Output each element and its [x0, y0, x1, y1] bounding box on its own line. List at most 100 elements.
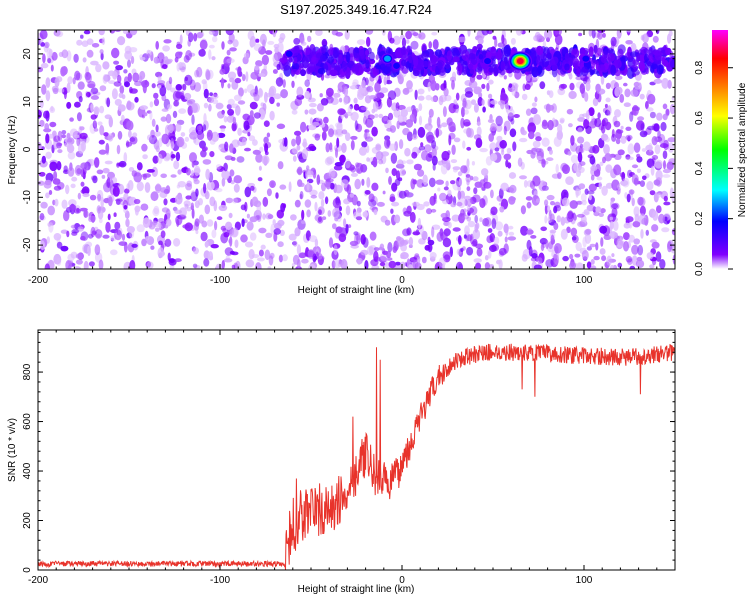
spectrogram-cell — [473, 86, 482, 95]
spectrogram-cell — [160, 230, 166, 239]
spectrogram-cell — [366, 145, 370, 154]
spectrogram-cell — [354, 178, 362, 190]
spectrogram-cell — [221, 169, 230, 180]
spectrogram-cell — [424, 144, 432, 153]
spectrogram-cell — [50, 64, 54, 72]
spectrogram-cell — [99, 105, 105, 114]
spectrogram-cell — [633, 238, 640, 245]
spectrogram-cell — [328, 168, 336, 179]
spectrogram-cell — [645, 229, 649, 236]
spectrogram-cell — [513, 114, 520, 118]
spectrogram-cell — [473, 103, 479, 113]
spectrogram-cell — [391, 168, 398, 177]
spectrogram-cell — [378, 159, 384, 165]
spectrogram-cell — [258, 227, 267, 234]
spectrogram-cell — [441, 263, 446, 269]
spectrogram-cell — [236, 156, 245, 163]
spectrogram-cell — [291, 263, 295, 267]
spectrogram-cell — [482, 106, 486, 113]
spectrogram-cell — [596, 176, 603, 181]
spectrogram-signal-cell — [597, 64, 606, 72]
spectrogram-cell — [343, 198, 351, 205]
spectrogram-cell — [402, 87, 410, 95]
spectrogram-cell — [57, 149, 63, 154]
spectrogram-cell — [505, 225, 509, 237]
spectrogram-cell — [296, 86, 304, 98]
spectrogram-cell — [448, 121, 456, 133]
spectrogram-signal-cell — [413, 55, 419, 67]
spectrogram-cell — [158, 137, 163, 148]
spectrogram-cell — [633, 81, 640, 87]
spectrogram-cell — [309, 189, 318, 196]
spectrogram-cell — [253, 112, 261, 119]
spectrogram-cell — [208, 103, 212, 112]
spectrogram-cell — [350, 135, 358, 140]
spectrogram-cell — [484, 255, 489, 261]
spectrogram-cell — [102, 61, 110, 70]
spectrogram-cell — [331, 260, 336, 269]
spectrogram-cell — [183, 92, 192, 100]
spectrogram-cell — [257, 73, 266, 77]
spectrogram-cell — [637, 244, 644, 256]
spectrogram-cell — [472, 238, 478, 247]
spectrogram-cell — [601, 185, 608, 196]
spectrogram-cell — [475, 262, 482, 269]
spectrogram-cell — [639, 180, 646, 188]
spectrogram-cell — [639, 130, 648, 138]
spectrogram-signal-cell — [329, 69, 338, 77]
spectrogram-cell — [67, 166, 75, 177]
spectrogram-cell — [409, 211, 416, 223]
spectrogram-cell — [242, 113, 250, 121]
spectrogram-cell — [39, 30, 48, 40]
spectrogram-cell — [546, 157, 554, 162]
spectrogram-cell — [104, 160, 113, 165]
spectrogram-signal-cell — [656, 64, 664, 75]
spectrogram-cell — [430, 79, 437, 92]
spectrogram-cell — [345, 223, 349, 234]
spectrogram-cell — [364, 129, 370, 134]
spectrogram-cell — [337, 81, 346, 93]
spectrogram-cell — [349, 193, 355, 198]
spectrogram-cell — [111, 88, 118, 100]
spectrogram-cell — [155, 227, 160, 232]
spectrogram-cell — [198, 49, 206, 57]
spectrogram-cell — [131, 243, 138, 248]
spectrogram-cell — [80, 181, 85, 187]
spectrogram-cell — [272, 69, 278, 74]
spectrogram-cell — [561, 197, 570, 207]
spectrogram-cell — [541, 137, 550, 147]
spectrogram-cell — [277, 241, 284, 248]
spectrogram-cell — [211, 131, 220, 142]
spectrogram-cell — [352, 79, 359, 86]
spectrogram-cell — [435, 179, 444, 185]
spectrogram-cell — [53, 253, 62, 265]
spectrogram-cell — [76, 137, 81, 147]
spectrogram-y-label: Frequency (Hz) — [7, 116, 18, 185]
spectrogram-cell — [205, 70, 211, 81]
spectrogram-cell — [231, 197, 238, 204]
spectrogram-cell — [638, 197, 646, 207]
spectrogram-cell — [350, 172, 358, 177]
spectrogram-cell — [366, 36, 371, 48]
spectrogram-cell — [490, 122, 497, 132]
spectrogram-cell — [294, 130, 302, 136]
spectrogram-cell — [220, 128, 225, 132]
spectrogram-cell — [662, 174, 671, 178]
spectrogram-cell — [301, 148, 309, 160]
spectrogram-cell — [267, 266, 272, 269]
spectrogram-cell — [357, 168, 361, 173]
spectrogram-cell — [125, 218, 130, 228]
spectrogram-cell — [431, 226, 435, 238]
spectrogram-cell — [422, 174, 428, 186]
spectrogram-cell — [77, 192, 82, 200]
spectrogram-cell — [95, 233, 101, 238]
spectrogram-cell — [265, 50, 273, 55]
spectrogram-cell — [524, 83, 531, 90]
spectrogram-cell — [530, 257, 537, 262]
spectrogram-cell — [384, 138, 391, 149]
spectrogram-cell — [425, 94, 432, 101]
spectrogram-cell — [327, 171, 335, 177]
spectrogram-cell — [96, 169, 104, 175]
spectrogram-cell — [442, 199, 449, 205]
spectrogram-cell — [428, 41, 433, 49]
